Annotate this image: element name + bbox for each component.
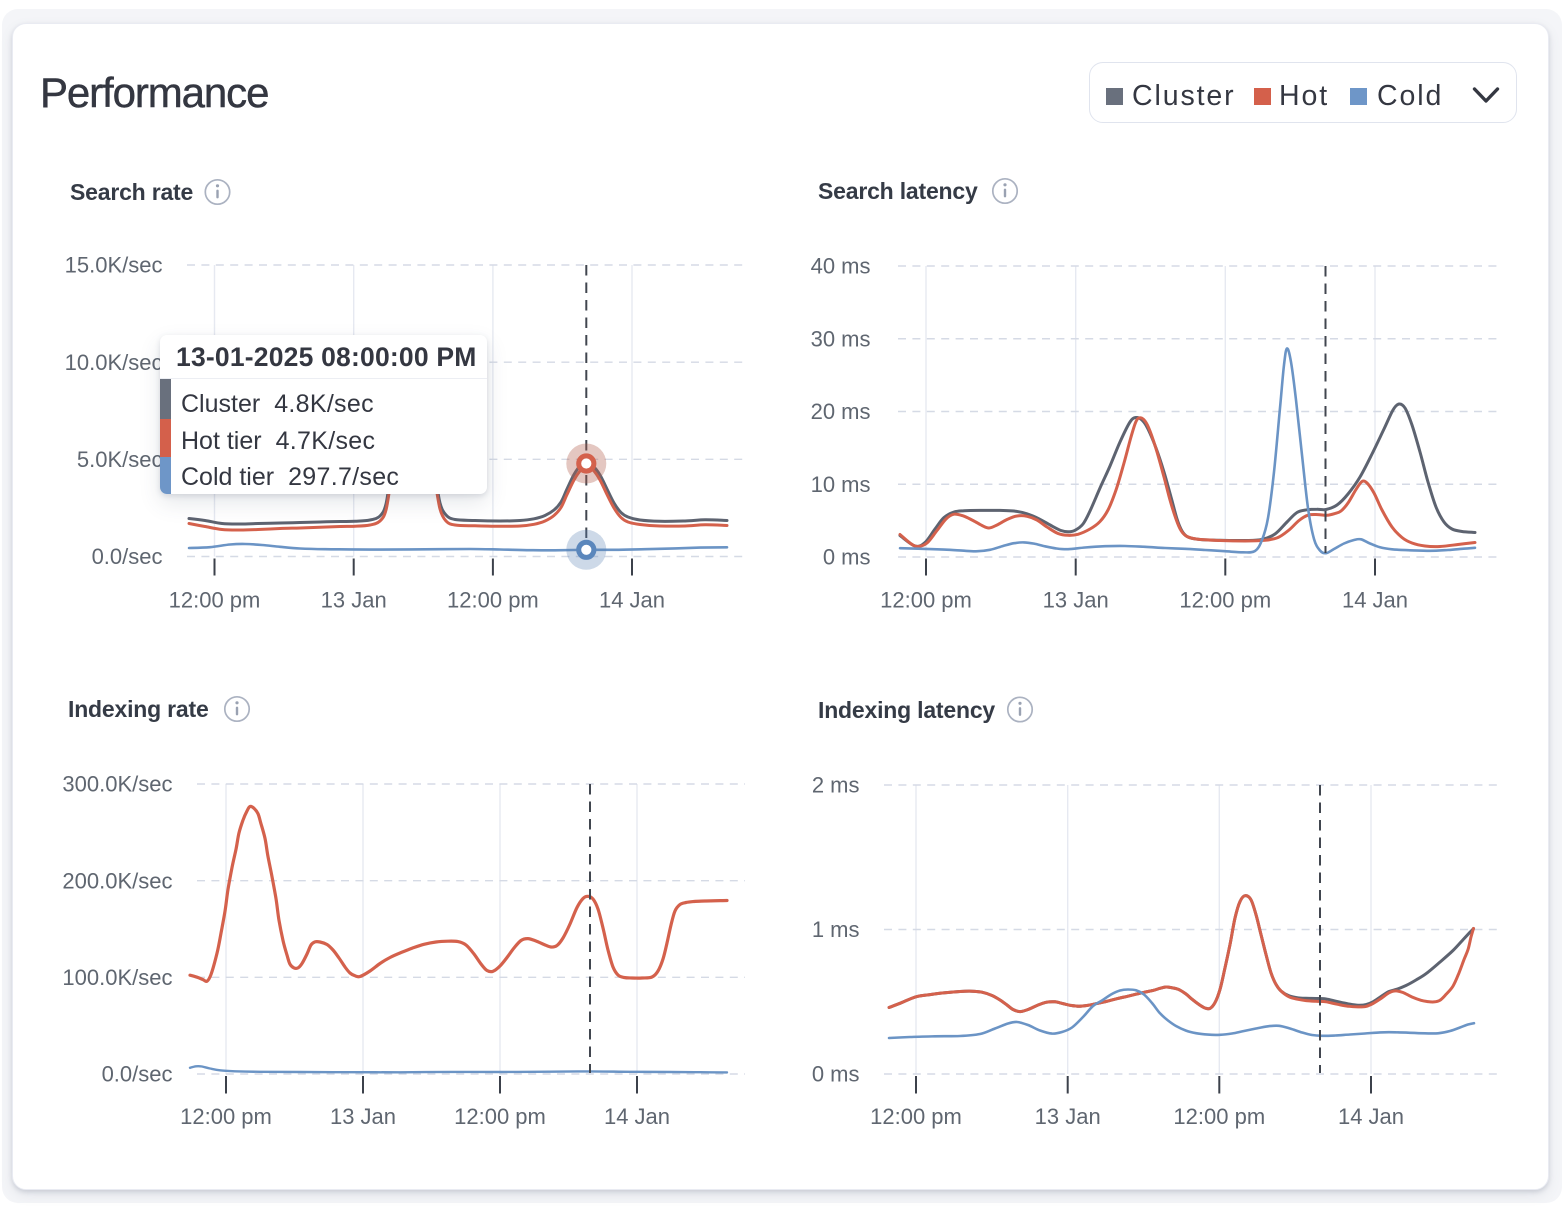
svg-text:12:00 pm: 12:00 pm: [870, 1104, 962, 1129]
svg-text:10.0K/sec: 10.0K/sec: [65, 350, 163, 375]
svg-text:13 Jan: 13 Jan: [1043, 588, 1109, 613]
svg-text:30 ms: 30 ms: [811, 326, 871, 351]
svg-text:13 Jan: 13 Jan: [321, 588, 387, 613]
svg-text:14 Jan: 14 Jan: [1338, 1104, 1404, 1129]
svg-text:10 ms: 10 ms: [811, 472, 871, 497]
svg-text:5.0K/sec: 5.0K/sec: [77, 447, 163, 472]
svg-text:1 ms: 1 ms: [812, 917, 860, 942]
svg-text:13 Jan: 13 Jan: [330, 1104, 396, 1129]
svg-text:200.0K/sec: 200.0K/sec: [62, 868, 172, 893]
svg-text:12:00 pm: 12:00 pm: [180, 1104, 272, 1129]
svg-text:0.0/sec: 0.0/sec: [102, 1062, 173, 1087]
svg-text:13 Jan: 13 Jan: [1035, 1104, 1101, 1129]
svg-text:12:00 pm: 12:00 pm: [447, 588, 539, 613]
svg-text:12:00 pm: 12:00 pm: [169, 588, 261, 613]
svg-text:0.0/sec: 0.0/sec: [92, 544, 163, 569]
svg-text:300.0K/sec: 300.0K/sec: [62, 772, 172, 797]
svg-text:100.0K/sec: 100.0K/sec: [62, 965, 172, 990]
svg-text:12:00 pm: 12:00 pm: [880, 588, 972, 613]
svg-text:2 ms: 2 ms: [812, 773, 860, 798]
svg-text:20 ms: 20 ms: [811, 399, 871, 424]
svg-text:14 Jan: 14 Jan: [599, 588, 665, 613]
svg-text:0 ms: 0 ms: [823, 545, 871, 570]
svg-text:12:00 pm: 12:00 pm: [1179, 588, 1271, 613]
svg-text:15.0K/sec: 15.0K/sec: [65, 253, 163, 278]
svg-text:14 Jan: 14 Jan: [604, 1104, 670, 1129]
svg-text:0 ms: 0 ms: [812, 1062, 860, 1087]
svg-text:12:00 pm: 12:00 pm: [1173, 1104, 1265, 1129]
svg-text:12:00 pm: 12:00 pm: [454, 1104, 546, 1129]
svg-text:40 ms: 40 ms: [811, 254, 871, 279]
svg-text:14 Jan: 14 Jan: [1342, 588, 1408, 613]
